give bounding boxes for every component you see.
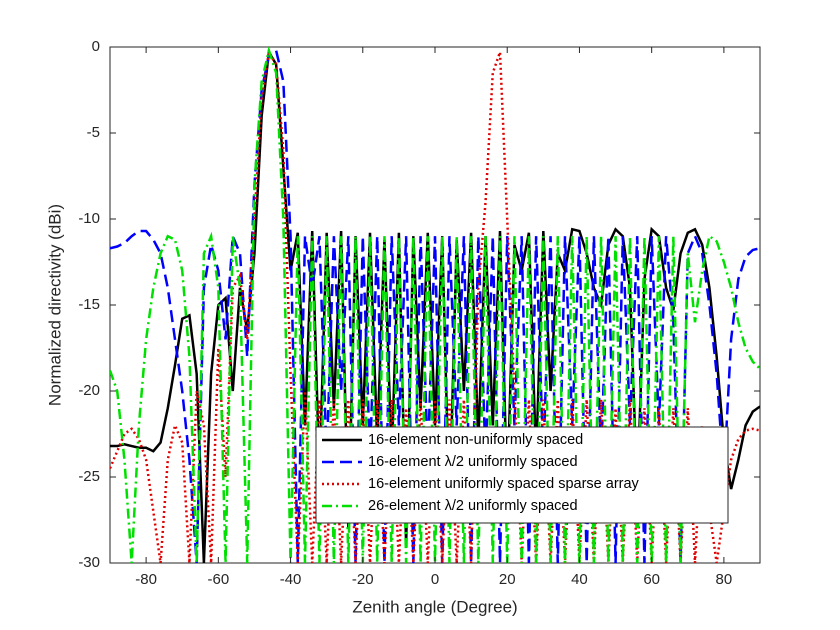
y-tick-label: -30 bbox=[78, 554, 100, 571]
legend-label: 16-element uniformly spaced sparse array bbox=[368, 476, 640, 492]
legend-label: 16-element λ/2 uniformly spaced bbox=[368, 454, 578, 470]
y-tick-label: -15 bbox=[78, 296, 100, 313]
x-tick-label: 60 bbox=[643, 571, 660, 588]
x-tick-label: -40 bbox=[280, 571, 302, 588]
legend: 16-element non-uniformly spaced 16-elemen… bbox=[315, 426, 729, 524]
x-tick-label: -80 bbox=[135, 571, 157, 588]
y-tick-label: 0 bbox=[92, 38, 100, 55]
legend-label: 16-element non-uniformly spaced bbox=[368, 432, 583, 448]
legend-box bbox=[315, 426, 729, 524]
x-tick-label: 40 bbox=[571, 571, 588, 588]
x-axis-label: Zenith angle (Degree) bbox=[352, 597, 517, 616]
x-tick-label: 80 bbox=[716, 571, 733, 588]
y-tick-label: -5 bbox=[87, 124, 100, 141]
x-tick-label: -60 bbox=[207, 571, 229, 588]
y-tick-label: -25 bbox=[78, 468, 100, 485]
x-tick-label: 20 bbox=[499, 571, 516, 588]
y-tick-label: -10 bbox=[78, 210, 100, 227]
legend-label: 26-element λ/2 uniformly spaced bbox=[368, 498, 578, 514]
x-tick-label: -20 bbox=[352, 571, 374, 588]
lines bbox=[110, 47, 760, 563]
x-tick-label: 0 bbox=[431, 571, 439, 588]
y-tick-label: -20 bbox=[78, 382, 100, 399]
series-line bbox=[110, 48, 760, 563]
y-axis-label: Normalized directivity (dBi) bbox=[45, 204, 64, 406]
